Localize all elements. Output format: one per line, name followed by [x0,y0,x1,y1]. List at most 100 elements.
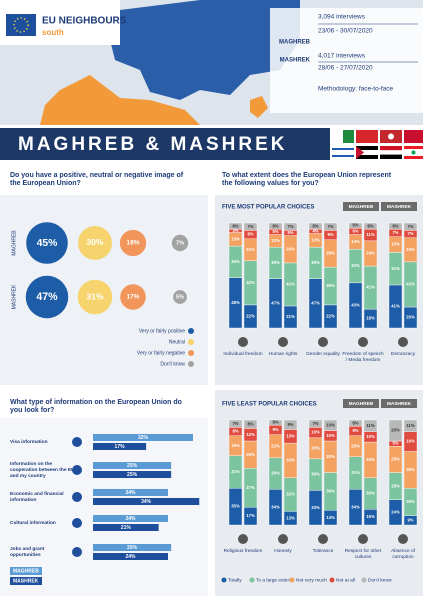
segment-label: 10% [326,422,335,427]
segment-label: 13% [231,236,240,241]
icon [72,437,82,447]
bar-label: 17% [115,444,126,450]
banner [0,128,330,160]
legend-swatch [10,577,42,585]
icon [278,534,288,544]
segment-label: 13% [286,433,295,438]
bubble-label: 45% [37,238,58,249]
info-bg [270,8,423,113]
bubble-label: 18% [126,240,139,247]
segment [268,419,283,426]
icon [318,337,328,347]
legend-label: Very or fairly positive [139,328,185,334]
icon [72,547,82,557]
segment-label: 41% [286,282,295,287]
segment-label: 6% [392,223,398,228]
legend-label: Very or fairly negative [137,350,185,356]
segment-label: 41% [366,285,375,290]
segment-label: 8% [247,232,253,237]
segment-label: 48% [231,300,240,305]
bubble-label: 30% [87,237,104,247]
bar-label: 25% [127,472,138,478]
bubble [173,290,187,304]
legend-swatch [188,350,194,356]
bubble-label: 5% [176,294,184,300]
legend-swatch [188,328,194,334]
category-label: Human rights [269,351,298,357]
group-label: MASHREK [387,401,412,407]
icon [72,492,82,502]
row-label: MASHREK [11,284,17,309]
segment-label: 26% [246,452,255,457]
legend-label: Don't know [368,577,392,583]
segment-label: 36% [326,489,335,494]
bar [93,524,159,531]
segment-label: 7% [327,224,333,229]
group-tag [343,202,379,211]
legend-swatch [361,577,367,583]
category-label: Gender equality [306,351,340,357]
icon [318,534,328,544]
flags [332,130,423,159]
bar-label: 34% [141,499,152,505]
bubble [120,284,146,310]
segment-label: 5% [272,420,278,425]
segment-label: 42% [246,280,255,285]
bar [93,553,168,560]
segment-label: 12% [271,238,280,243]
bar-label: 25% [127,463,138,469]
methodology: Methodology: face-to-face [318,86,394,93]
bubble-label: 31% [86,291,104,301]
legend-label: Not at all [336,577,355,583]
segment-label: 6% [352,229,358,234]
icon [398,337,408,347]
bubble-label: 7% [176,240,184,246]
chart-title: What type of information on the European… [10,399,182,414]
segment-label: 26% [326,251,335,256]
segment-label: 9% [352,428,358,433]
bar-label: 24% [125,516,136,522]
bubble [78,226,112,260]
legend-swatch [329,577,335,583]
segment [388,222,403,230]
logo-subtitle: south [42,28,64,37]
segment-label: 30% [271,260,280,265]
segment-label: 6% [232,223,238,228]
segment-label: 11% [366,423,374,428]
segment [308,222,323,230]
segment-label: 37% [246,485,255,490]
bubble [26,222,68,264]
segment-label: 30% [311,260,320,265]
sample-region: MAGHREB [279,40,311,46]
category-label: Information on the cooperation between th… [10,461,75,479]
segment-label: 9% [407,517,413,522]
segment-label: 26% [286,246,295,251]
bar [93,471,172,478]
legend-label: Totally [228,577,242,583]
segment-label: 10% [366,434,375,439]
segment [323,419,338,431]
legend-swatch [289,577,295,583]
segment-label: 35% [406,467,415,472]
segment [283,222,298,231]
segment [283,419,298,430]
category-label: Individual freedom [223,351,262,357]
segment-label: 9% [327,232,333,237]
segment-label: 9% [287,422,293,427]
banner-title: MAGHREB & MASHREK [18,134,288,155]
segment-label: 7% [232,421,238,426]
panel-subtitle: FIVE LEAST POPULAR CHOICES [222,402,317,408]
segment [363,222,378,230]
segment-label: 14% [326,515,335,520]
bar [93,489,168,496]
category-label: Freedom of speech / Media freedom [342,351,384,363]
segment-label: 20% [406,315,415,320]
bar [93,515,168,522]
segment-label: 20% [391,428,400,433]
category-label: Absence of corruption [391,548,416,560]
segment-label: 20% [351,443,360,448]
group-tag [381,399,417,408]
segment [348,222,363,229]
segment-label: 31% [231,469,240,474]
